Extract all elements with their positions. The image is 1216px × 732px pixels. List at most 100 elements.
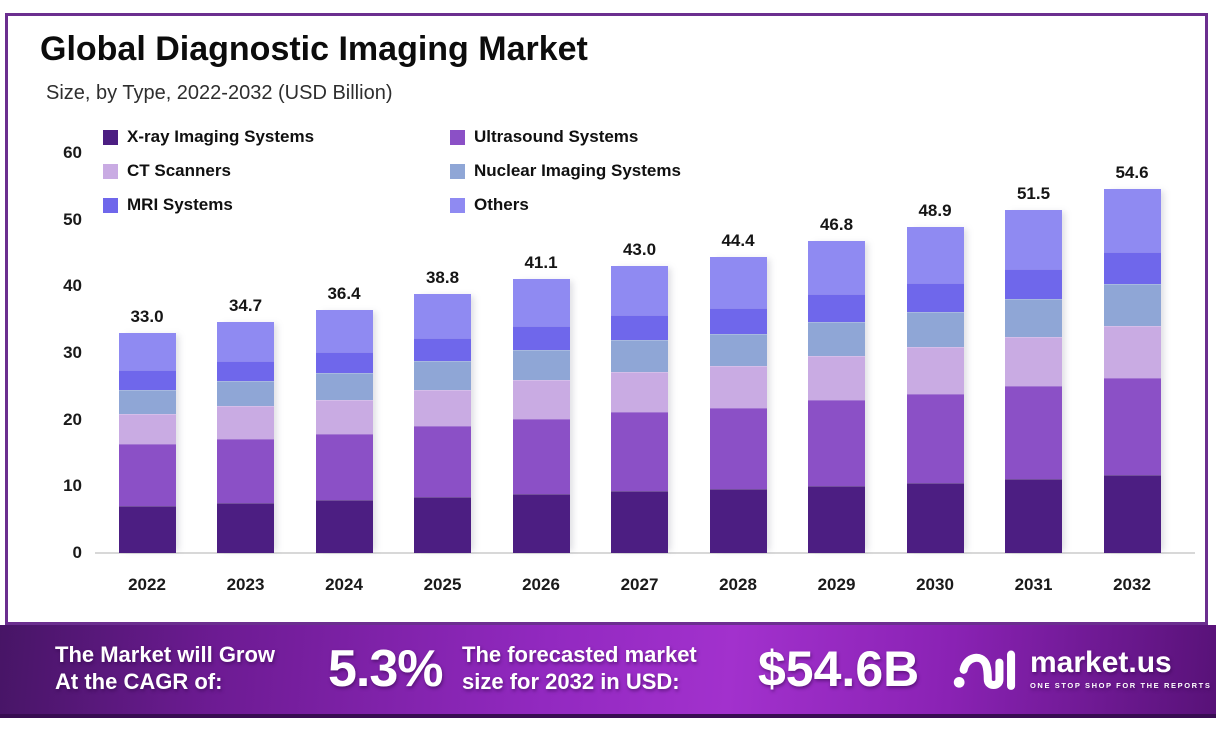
brand-tagline: ONE STOP SHOP FOR THE REPORTS: [1030, 680, 1212, 690]
bar-segment-others: [808, 241, 865, 295]
bar-total-label: 51.5: [1016, 183, 1051, 203]
legend-swatch-icon: [450, 197, 465, 213]
bar-segment-nuclear-imaging-systems: [1005, 298, 1062, 337]
bar-segment-others: [118, 333, 176, 371]
brand-logo: market.us ONE STOP SHOP FOR THE REPORTS: [952, 639, 1211, 697]
bar-segment-ct-scanners: [217, 406, 274, 439]
y-axis-label: 10: [63, 476, 82, 496]
bar-segment-x-ray-imaging-systems: [1005, 478, 1062, 553]
banner-forecast-caption: The forecasted market size for 2032 in U…: [462, 641, 697, 695]
bar-total-label: 44.4: [721, 231, 755, 250]
bar-segment-ultrasound-systems: [512, 418, 570, 494]
bar-segment-mri-systems: [709, 307, 767, 334]
footer-banner: The Market will Grow At the CAGR of: 5.3…: [0, 625, 1216, 718]
banner-cagr-caption-line2: At the CAGR of:: [55, 669, 223, 694]
bar-segment-ct-scanners: [414, 389, 471, 427]
x-axis-label: 2029: [817, 575, 856, 594]
bar-segment-mri-systems: [808, 294, 865, 322]
legend-label: X-ray Imaging Systems: [127, 127, 315, 146]
banner-forecast-caption-line1: The forecasted market: [462, 642, 697, 667]
bar-total-label: 48.9: [918, 201, 952, 220]
y-axis-label: 50: [63, 209, 82, 229]
legend-item-ct-scanners: CT Scanners: [103, 161, 450, 181]
x-axis-label: 2023: [226, 575, 265, 594]
bar-segment-others: [217, 321, 274, 361]
legend-swatch-icon: [450, 129, 465, 145]
bar-segment-ultrasound-systems: [906, 393, 964, 483]
bar-segment-ct-scanners: [906, 346, 964, 394]
bar-segment-x-ray-imaging-systems: [1103, 474, 1161, 553]
bar-segment-nuclear-imaging-systems: [906, 311, 964, 347]
legend-item-x-ray-imaging-systems: X-ray Imaging Systems: [103, 127, 450, 147]
bar-segment-others: [611, 266, 668, 315]
bar-segment-nuclear-imaging-systems: [414, 360, 471, 390]
banner-cagr-value: 5.3%: [328, 640, 444, 698]
bar-segment-others: [1103, 189, 1161, 253]
y-axis-label: 30: [63, 343, 82, 362]
x-axis-label: 2031: [1014, 575, 1053, 594]
bar-segment-nuclear-imaging-systems: [315, 372, 373, 400]
bar-segment-others: [315, 310, 373, 352]
legend-swatch-icon: [103, 197, 118, 213]
legend-swatch-icon: [103, 163, 118, 179]
y-axis-label: 40: [63, 276, 82, 296]
brand-text: market.us ONE STOP SHOP FOR THE REPORTS: [1030, 646, 1212, 690]
x-axis-label: 2032: [1113, 575, 1151, 594]
bar-segment-ct-scanners: [315, 399, 373, 434]
legend-label: CT Scanners: [127, 161, 231, 180]
bar-segment-x-ray-imaging-systems: [315, 500, 373, 553]
legend-swatch-icon: [450, 163, 465, 179]
banner-cagr-caption: The Market will Grow At the CAGR of:: [55, 641, 275, 695]
bar-segment-nuclear-imaging-systems: [217, 380, 274, 407]
bar-segment-nuclear-imaging-systems: [1103, 284, 1161, 326]
y-axis-label: 0: [72, 543, 82, 562]
bar-segment-x-ray-imaging-systems: [709, 488, 767, 553]
bar-segment-nuclear-imaging-systems: [808, 321, 865, 357]
bar-segment-mri-systems: [217, 360, 274, 381]
chart-plot-area: 0 10 20 30 40 50 60 33.0 2022 34.7 2023 36.4 2024 38.…: [8, 16, 1205, 622]
bar-total-label: 38.8: [425, 268, 460, 288]
legend-label: Nuclear Imaging Systems: [474, 161, 681, 180]
y-axis-label: 60: [63, 143, 82, 162]
bar-segment-mri-systems: [906, 283, 964, 312]
banner-forecast-caption-line2: size for 2032 in USD:: [462, 669, 680, 694]
legend-item-mri-systems: MRI Systems: [103, 195, 450, 215]
bar-2025: [414, 294, 471, 553]
bar-segment-ultrasound-systems: [217, 438, 274, 503]
bar-segment-mri-systems: [1005, 268, 1062, 299]
bar-segment-ultrasound-systems: [315, 433, 373, 501]
bar-2022: [118, 333, 176, 553]
market-us-logo-icon: [953, 650, 1016, 690]
bar-segment-ultrasound-systems: [118, 444, 176, 506]
y-axis-label: 20: [63, 409, 82, 429]
bar-segment-mri-systems: [1103, 252, 1161, 285]
bar-segment-others: [1005, 209, 1062, 269]
x-axis-label: 2025: [423, 575, 462, 594]
bar-segment-mri-systems: [414, 338, 471, 361]
bar-total-label: 54.6: [1115, 163, 1149, 182]
x-axis-label: 2026: [522, 575, 560, 594]
bar-segment-ct-scanners: [512, 380, 570, 419]
bar-total-label: 43.0: [622, 240, 657, 260]
legend-label: Others: [474, 195, 529, 214]
bar-segment-x-ray-imaging-systems: [414, 496, 471, 553]
bar-total-label: 36.4: [327, 284, 361, 304]
page-title: Global Diagnostic Imaging Market: [40, 30, 588, 68]
bar-2029: [808, 241, 865, 553]
legend-item-ultrasound-systems: Ultrasound Systems: [450, 127, 681, 147]
bar-segment-nuclear-imaging-systems: [512, 350, 570, 381]
bar-2024: [315, 310, 373, 553]
bar-segment-nuclear-imaging-systems: [118, 389, 176, 414]
legend-item-others: Others: [450, 195, 681, 215]
bar-total-label: 33.0: [130, 307, 164, 326]
bar-2031: [1005, 209, 1062, 553]
legend-swatch-icon: [103, 129, 118, 145]
bar-segment-mri-systems: [315, 351, 373, 373]
bar-2027: [611, 266, 668, 553]
legend-item-nuclear-imaging-systems: Nuclear Imaging Systems: [450, 161, 681, 181]
bar-segment-ultrasound-systems: [1103, 377, 1161, 475]
bar-2032: [1103, 189, 1161, 553]
banner-cagr-caption-line1: The Market will Grow: [55, 642, 276, 667]
bar-segment-x-ray-imaging-systems: [512, 493, 570, 553]
